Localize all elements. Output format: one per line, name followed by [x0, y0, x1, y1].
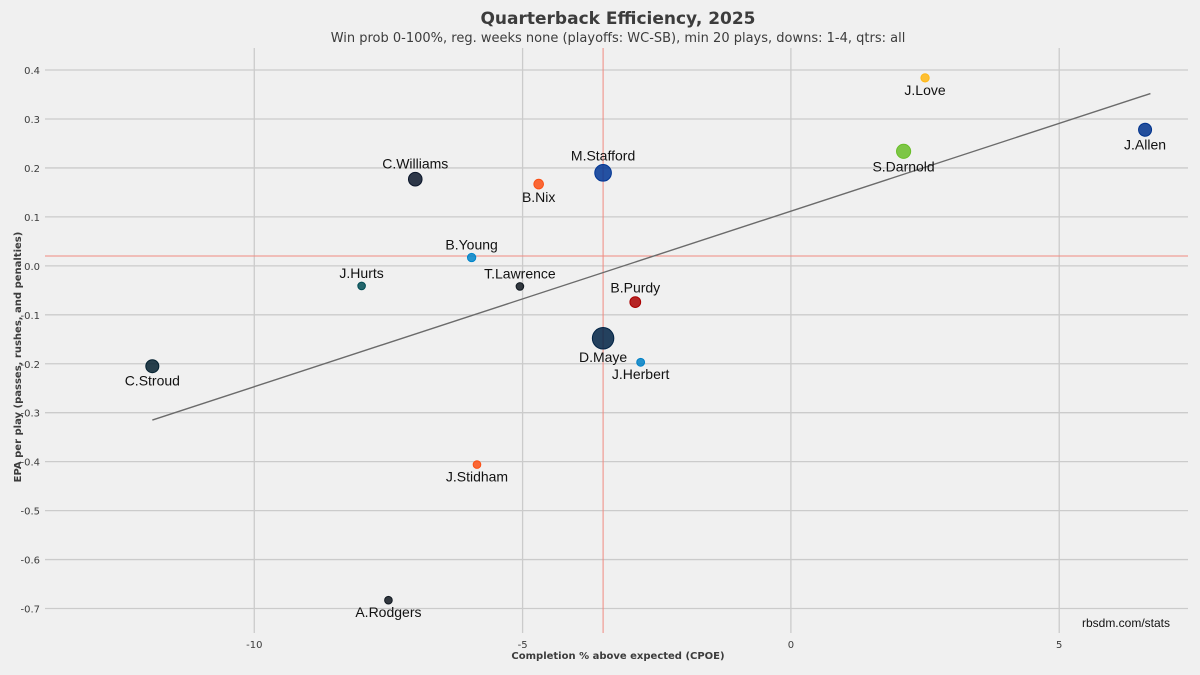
- y-tick-label: -0.4: [20, 458, 40, 469]
- y-tick-label: 0.3: [24, 115, 40, 126]
- reference-lines: [45, 48, 1188, 633]
- y-tick-label: -0.6: [20, 556, 40, 567]
- qb-label: J.Allen: [1124, 136, 1166, 152]
- qb-point: [1138, 122, 1153, 137]
- qb-label: D.Maye: [579, 349, 627, 365]
- qb-point: [472, 460, 482, 469]
- qb-label: J.Stidham: [446, 468, 508, 484]
- qb-label: J.Herbert: [612, 366, 670, 382]
- qb-label: J.Hurts: [339, 265, 383, 281]
- grid-layer: [45, 48, 1188, 633]
- y-tick-label: 0.4: [24, 66, 40, 77]
- qb-label: A.Rodgers: [355, 604, 421, 620]
- qb-point: [407, 171, 423, 187]
- tick-labels-layer: -10 -5 0 5 0.4 0.3 0.2 0.1 0.0 -0.1 -0.2 -0.3 -0.4 -0…: [20, 66, 1062, 651]
- chart-title: Quarterback Efficiency, 2025: [480, 9, 756, 29]
- qb-label: B.Purdy: [610, 280, 660, 296]
- qb-point: [515, 282, 525, 291]
- qb-label: C.Williams: [382, 155, 448, 171]
- qb-label: S.Darnold: [872, 158, 934, 174]
- x-tick-label: -5: [518, 640, 528, 651]
- y-tick-label: -0.2: [20, 360, 40, 371]
- points-layer: [145, 73, 1153, 605]
- y-tick-label: -0.3: [20, 409, 40, 420]
- qb-label: M.Stafford: [571, 148, 635, 164]
- x-tick-label: 5: [1056, 640, 1062, 651]
- qb-label: B.Young: [445, 236, 497, 252]
- qb-label: C.Stroud: [125, 373, 180, 389]
- qb-point: [896, 143, 912, 159]
- y-tick-label: 0.0: [24, 262, 40, 273]
- qb-point: [145, 359, 160, 374]
- y-tick-label: -0.7: [20, 605, 40, 616]
- qb-point: [533, 178, 544, 190]
- qb-point: [920, 73, 930, 83]
- point-labels-layer: J.Love J.Allen S.Darnold M.Stafford C.Willia…: [125, 82, 1166, 620]
- qb-label: B.Nix: [522, 189, 555, 205]
- x-tick-label: 0: [788, 640, 794, 651]
- qb-point: [594, 164, 612, 182]
- qb-point: [591, 327, 615, 350]
- y-axis-label: EPA per play (passes, rushes, and penalt…: [13, 232, 24, 483]
- y-tick-label: 0.2: [24, 164, 40, 175]
- chart-subtitle: Win prob 0-100%, reg. weeks none (playof…: [330, 31, 906, 46]
- qb-point: [636, 357, 646, 367]
- qb-point: [384, 595, 393, 605]
- qb-point: [466, 252, 477, 263]
- y-tick-label: -0.5: [20, 507, 40, 518]
- y-tick-label: 0.1: [24, 213, 40, 224]
- qb-label: T.Lawrence: [484, 266, 556, 282]
- qb-point: [629, 296, 642, 308]
- trendline-layer: [152, 92, 1151, 421]
- x-tick-label: -10: [246, 640, 262, 651]
- credit-text: rbsdm.com/stats: [1082, 616, 1170, 630]
- qb-label: J.Love: [904, 82, 945, 98]
- qb-point: [357, 281, 366, 291]
- x-axis-label: Completion % above expected (CPOE): [511, 651, 724, 662]
- y-tick-label: -0.1: [20, 311, 40, 322]
- trend-line: [152, 92, 1151, 421]
